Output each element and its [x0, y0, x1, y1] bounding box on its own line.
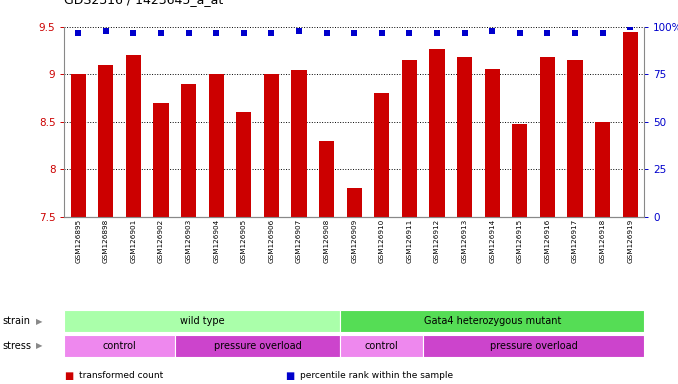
Bar	[292, 70, 306, 217]
Text: ▶: ▶	[36, 316, 43, 326]
Point	[376, 30, 387, 36]
Bar	[540, 57, 555, 217]
Text: percentile rank within the sample: percentile rank within the sample	[300, 371, 453, 380]
Bar	[595, 122, 610, 217]
Point	[211, 30, 222, 36]
Text: ▶: ▶	[36, 341, 43, 351]
Bar	[622, 31, 638, 217]
Point	[100, 28, 111, 34]
Text: ■: ■	[285, 371, 294, 381]
Point	[156, 30, 167, 36]
Bar	[126, 55, 141, 217]
Text: transformed count: transformed count	[79, 371, 163, 380]
Bar	[485, 69, 500, 217]
Bar	[153, 103, 169, 217]
Bar	[319, 141, 334, 217]
Point	[128, 30, 139, 36]
Bar	[567, 60, 582, 217]
Bar	[64, 335, 175, 357]
Point	[570, 30, 580, 36]
Text: pressure overload: pressure overload	[214, 341, 302, 351]
Point	[432, 30, 443, 36]
Bar	[340, 335, 423, 357]
Point	[459, 30, 470, 36]
Bar	[346, 189, 362, 217]
Text: Gata4 heterozygous mutant: Gata4 heterozygous mutant	[424, 316, 561, 326]
Text: wild type: wild type	[180, 316, 224, 326]
Bar	[64, 310, 340, 332]
Bar	[340, 310, 644, 332]
Point	[183, 30, 194, 36]
Point	[348, 30, 359, 36]
Point	[294, 28, 304, 34]
Text: strain: strain	[2, 316, 30, 326]
Text: ■: ■	[64, 371, 74, 381]
Point	[625, 24, 636, 30]
Point	[239, 30, 250, 36]
Point	[321, 30, 332, 36]
Text: control: control	[103, 341, 136, 351]
Bar	[429, 49, 445, 217]
Point	[597, 30, 608, 36]
Bar	[98, 65, 113, 217]
Bar	[457, 57, 473, 217]
Bar	[209, 74, 224, 217]
Bar	[423, 335, 644, 357]
Point	[73, 30, 83, 36]
Bar	[513, 124, 527, 217]
Bar	[181, 84, 196, 217]
Text: GDS2316 / 1423645_a_at: GDS2316 / 1423645_a_at	[64, 0, 224, 6]
Bar	[264, 74, 279, 217]
Bar	[71, 74, 86, 217]
Text: control: control	[365, 341, 399, 351]
Point	[542, 30, 553, 36]
Point	[404, 30, 415, 36]
Text: pressure overload: pressure overload	[490, 341, 578, 351]
Bar	[175, 335, 340, 357]
Point	[266, 30, 277, 36]
Bar	[236, 113, 252, 217]
Bar	[374, 93, 389, 217]
Point	[487, 28, 498, 34]
Bar	[402, 60, 417, 217]
Text: stress: stress	[2, 341, 31, 351]
Point	[515, 30, 525, 36]
